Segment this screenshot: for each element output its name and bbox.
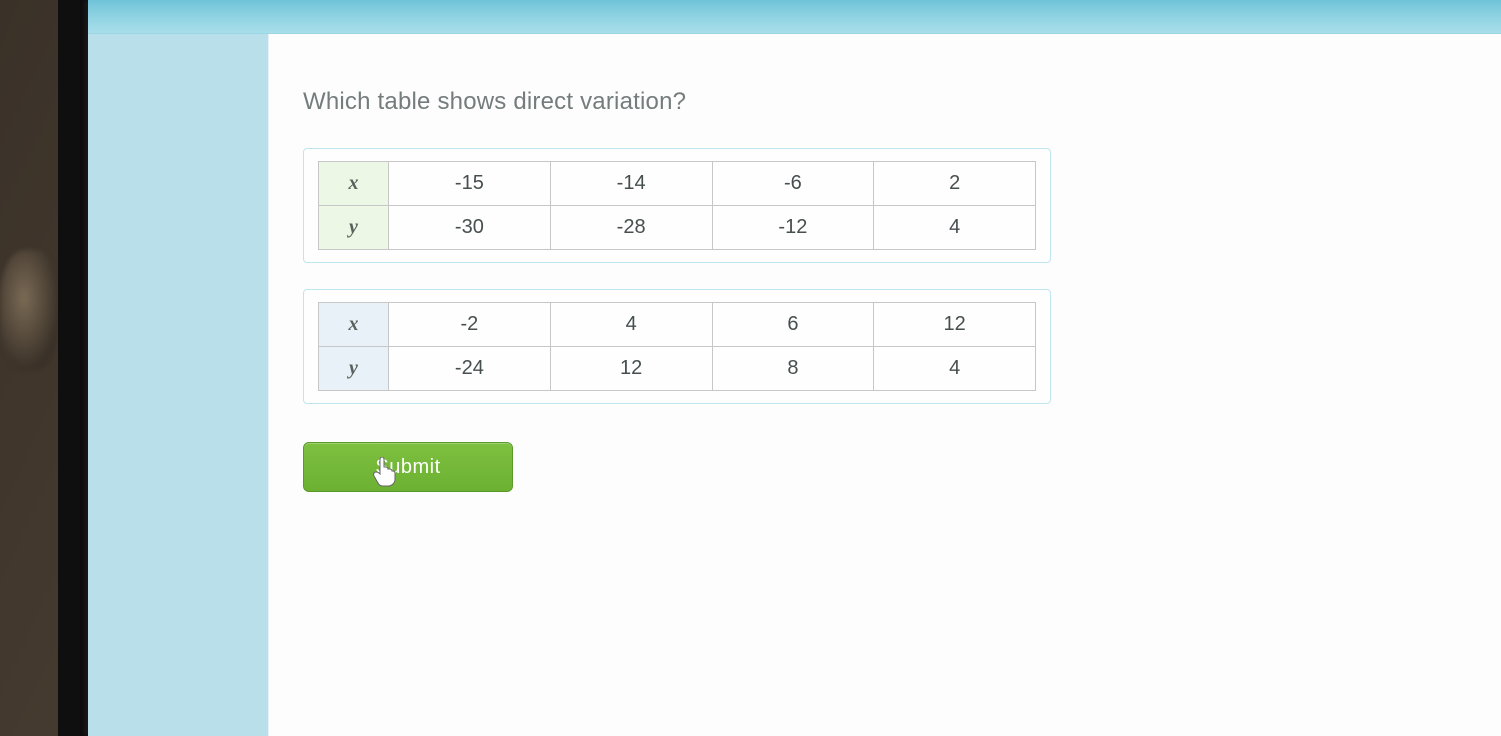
table-cell: 2 <box>874 162 1036 206</box>
table-cell: 4 <box>874 347 1036 391</box>
table-cell: 8 <box>712 347 874 391</box>
x-header: x <box>319 162 389 206</box>
table-cell: -24 <box>389 347 551 391</box>
app-screen: Which table shows direct variation? x -1… <box>88 0 1501 736</box>
top-bar <box>88 0 1501 34</box>
table-cell: 4 <box>874 206 1036 250</box>
y-header: y <box>319 347 389 391</box>
question-text: Which table shows direct variation? <box>303 88 1467 116</box>
table-cell: -6 <box>712 162 874 206</box>
option-1-table: x -15 -14 -6 2 y -30 -28 -12 4 <box>318 161 1036 250</box>
table-cell: -30 <box>389 206 551 250</box>
table-cell: 6 <box>712 303 874 347</box>
table-cell: -15 <box>389 162 551 206</box>
y-header: y <box>319 206 389 250</box>
content-panel: Which table shows direct variation? x -1… <box>268 34 1501 736</box>
table-row: y -30 -28 -12 4 <box>319 206 1036 250</box>
answer-option-2[interactable]: x -2 4 6 12 y -24 12 8 4 <box>303 289 1051 404</box>
table-cell: -2 <box>389 303 551 347</box>
submit-label: Submit <box>375 456 440 479</box>
submit-button[interactable]: Submit <box>303 442 513 492</box>
option-2-table: x -2 4 6 12 y -24 12 8 4 <box>318 302 1036 391</box>
x-header: x <box>319 303 389 347</box>
table-cell: -28 <box>550 206 712 250</box>
table-cell: 12 <box>550 347 712 391</box>
table-row: y -24 12 8 4 <box>319 347 1036 391</box>
table-cell: -12 <box>712 206 874 250</box>
table-cell: -14 <box>550 162 712 206</box>
answer-option-1[interactable]: x -15 -14 -6 2 y -30 -28 -12 4 <box>303 148 1051 263</box>
table-cell: 4 <box>550 303 712 347</box>
table-row: x -2 4 6 12 <box>319 303 1036 347</box>
table-cell: 12 <box>874 303 1036 347</box>
table-row: x -15 -14 -6 2 <box>319 162 1036 206</box>
